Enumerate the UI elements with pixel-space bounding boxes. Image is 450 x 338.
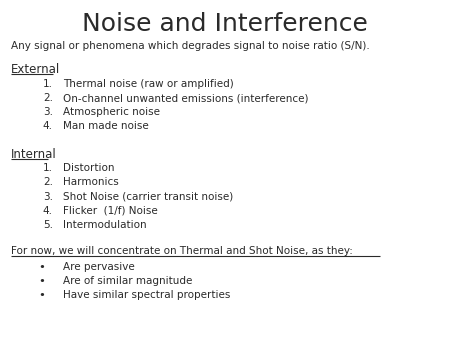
Text: Any signal or phenomena which degrades signal to noise ratio (S/N).: Any signal or phenomena which degrades s… bbox=[11, 41, 370, 51]
Text: External: External bbox=[11, 63, 60, 76]
Text: 2.: 2. bbox=[43, 177, 53, 187]
Text: Harmonics: Harmonics bbox=[63, 177, 119, 187]
Text: Internal: Internal bbox=[11, 147, 57, 161]
Text: Flicker  (1/f) Noise: Flicker (1/f) Noise bbox=[63, 206, 158, 216]
Text: Are pervasive: Are pervasive bbox=[63, 262, 135, 271]
Text: Shot Noise (carrier transit noise): Shot Noise (carrier transit noise) bbox=[63, 192, 233, 201]
Text: •: • bbox=[38, 290, 45, 300]
Text: 2.: 2. bbox=[43, 93, 53, 103]
Text: 4.: 4. bbox=[43, 121, 53, 131]
Text: •: • bbox=[38, 262, 45, 271]
Text: Atmospheric noise: Atmospheric noise bbox=[63, 107, 160, 117]
Text: Intermodulation: Intermodulation bbox=[63, 220, 147, 230]
Text: 5.: 5. bbox=[43, 220, 53, 230]
Text: Have similar spectral properties: Have similar spectral properties bbox=[63, 290, 230, 300]
Text: Are of similar magnitude: Are of similar magnitude bbox=[63, 276, 193, 286]
Text: 4.: 4. bbox=[43, 206, 53, 216]
Text: For now, we will concentrate on Thermal and Shot Noise, as they:: For now, we will concentrate on Thermal … bbox=[11, 246, 353, 256]
Text: Distortion: Distortion bbox=[63, 163, 114, 173]
Text: On-channel unwanted emissions (interference): On-channel unwanted emissions (interfere… bbox=[63, 93, 309, 103]
Text: 1.: 1. bbox=[43, 163, 53, 173]
Text: 1.: 1. bbox=[43, 79, 53, 89]
Text: Noise and Interference: Noise and Interference bbox=[82, 12, 368, 36]
Text: 3.: 3. bbox=[43, 192, 53, 201]
Text: •: • bbox=[38, 276, 45, 286]
Text: 3.: 3. bbox=[43, 107, 53, 117]
Text: Thermal noise (raw or amplified): Thermal noise (raw or amplified) bbox=[63, 79, 234, 89]
Text: Man made noise: Man made noise bbox=[63, 121, 149, 131]
